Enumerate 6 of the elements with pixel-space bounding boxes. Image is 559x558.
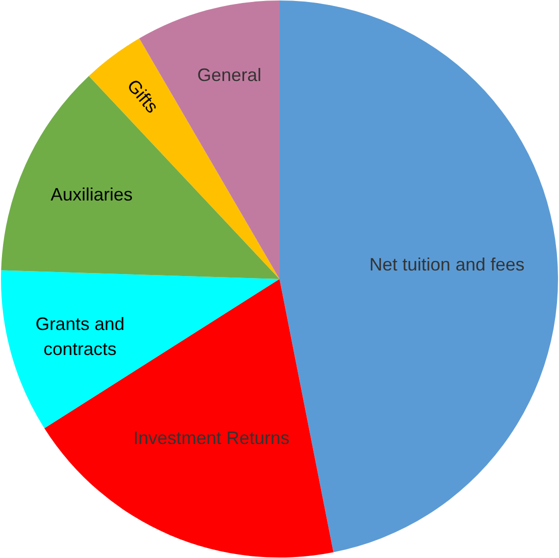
slice-label: Investment Returns: [133, 428, 290, 448]
slice-label: Grants and contracts: [35, 314, 124, 360]
slice-label: Net tuition and fees: [369, 254, 525, 274]
slice-label: Auxiliaries: [50, 184, 133, 204]
slice-label: General: [197, 64, 262, 85]
pie-slice: [1, 270, 280, 428]
